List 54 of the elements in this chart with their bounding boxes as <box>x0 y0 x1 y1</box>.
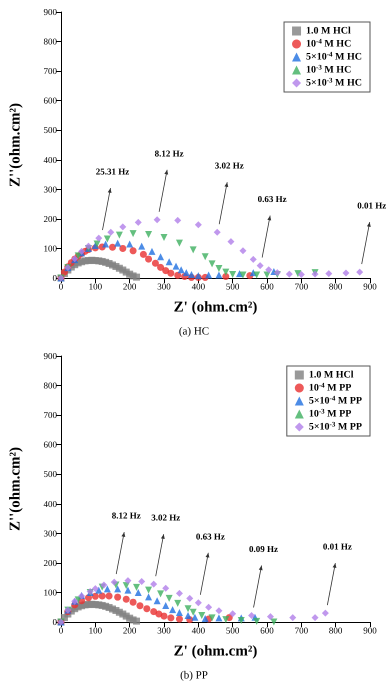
x-tick-label: 800 <box>328 626 343 636</box>
y-tick-label: 300 <box>44 528 58 538</box>
x-tick-label: 700 <box>294 626 309 636</box>
x-tick-label: 800 <box>328 282 343 292</box>
y-tick-label: 400 <box>44 154 58 165</box>
legend-label: 1.0 M HCl <box>308 370 354 380</box>
annotation: 0.09 Hz <box>249 544 278 554</box>
y-tick-label: 100 <box>44 587 58 598</box>
x-tick-label: 300 <box>157 626 172 636</box>
x-tick-label: 600 <box>260 282 274 292</box>
y-tick-label: 100 <box>44 243 58 254</box>
annotation: 3.02 Hz <box>151 512 180 523</box>
x-tick-label: 700 <box>294 282 309 292</box>
y-tick-label: 700 <box>44 66 58 76</box>
x-tick-label: 600 <box>260 626 274 636</box>
x-tick-label: 200 <box>122 626 137 636</box>
y-tick-label: 200 <box>44 214 58 224</box>
x-tick-label: 200 <box>122 282 137 292</box>
x-tick-label: 300 <box>157 282 172 292</box>
x-tick-label: 500 <box>226 282 240 292</box>
annotation: 0.63 Hz <box>196 531 225 542</box>
x-axis-title: Z' (ohm.cm²) <box>174 644 258 660</box>
annotation: 0.01 Hz <box>357 200 386 211</box>
x-tick-label: 900 <box>363 626 378 636</box>
y-tick-label: 900 <box>44 351 58 361</box>
y-tick-label: 200 <box>44 558 58 568</box>
legend-label: 1.0 M HCl <box>306 26 351 36</box>
text: (b) PP <box>180 670 208 682</box>
y-tick-label: 500 <box>44 469 58 480</box>
y-axis-title: Z''(ohm.cm²) <box>8 102 24 188</box>
annotation: 8.12 Hz <box>112 510 141 521</box>
y-tick-label: 900 <box>44 7 58 17</box>
text: (a) HC <box>178 326 210 338</box>
x-axis-title: Z' (ohm.cm²) <box>174 300 258 316</box>
x-tick-label: 100 <box>88 282 103 292</box>
x-tick-label: 400 <box>192 282 206 292</box>
y-tick-label: 800 <box>44 36 58 47</box>
y-tick-label: 500 <box>44 125 58 136</box>
x-tick-label: 400 <box>192 626 206 636</box>
annotation: 3.02 Hz <box>214 160 244 171</box>
y-tick-label: 400 <box>44 498 58 509</box>
y-axis-title: Z''(ohm.cm²) <box>8 446 24 532</box>
y-tick-label: 600 <box>44 440 58 450</box>
x-tick-label: 500 <box>226 626 240 636</box>
annotation: 0.01 Hz <box>322 542 352 552</box>
annotation: 8.12 Hz <box>154 148 184 158</box>
annotation: 25.31 Hz <box>96 166 130 177</box>
annotation: 0.63 Hz <box>258 194 287 204</box>
y-tick-label: 600 <box>44 96 58 106</box>
y-tick-label: 700 <box>44 410 58 420</box>
x-tick-label: 900 <box>363 282 378 292</box>
y-tick-label: 300 <box>44 184 58 194</box>
x-tick-label: 100 <box>88 626 103 636</box>
y-tick-label: 800 <box>44 380 58 391</box>
